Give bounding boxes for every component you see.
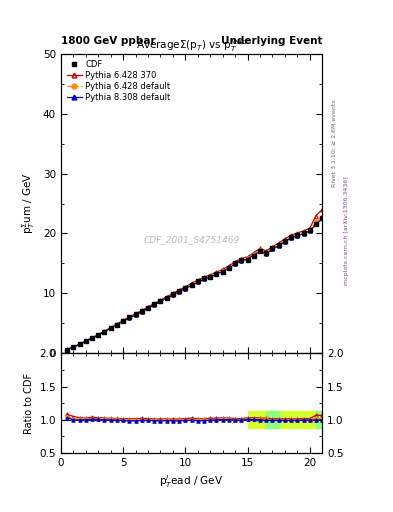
Y-axis label: Ratio to CDF: Ratio to CDF (24, 373, 34, 434)
X-axis label: p$_T^l$ead / GeV: p$_T^l$ead / GeV (160, 474, 224, 490)
Text: Underlying Event: Underlying Event (221, 36, 322, 46)
Text: CDF_2001_S4751469: CDF_2001_S4751469 (143, 235, 240, 244)
Legend: CDF, Pythia 6.428 370, Pythia 6.428 default, Pythia 8.308 default: CDF, Pythia 6.428 370, Pythia 6.428 defa… (65, 58, 172, 103)
Text: Rivet 3.1.10; ≥ 2.6M events: Rivet 3.1.10; ≥ 2.6M events (332, 99, 337, 187)
Title: Average$\Sigma$(p$_T$) vs p$_T^{lead}$: Average$\Sigma$(p$_T$) vs p$_T^{lead}$ (136, 37, 248, 54)
Y-axis label: p$_T^{\Sigma}$um / GeV: p$_T^{\Sigma}$um / GeV (20, 173, 37, 234)
Text: 1800 GeV ppbar: 1800 GeV ppbar (61, 36, 156, 46)
Text: mcplots.cern.ch [arXiv:1306.3436]: mcplots.cern.ch [arXiv:1306.3436] (344, 176, 349, 285)
